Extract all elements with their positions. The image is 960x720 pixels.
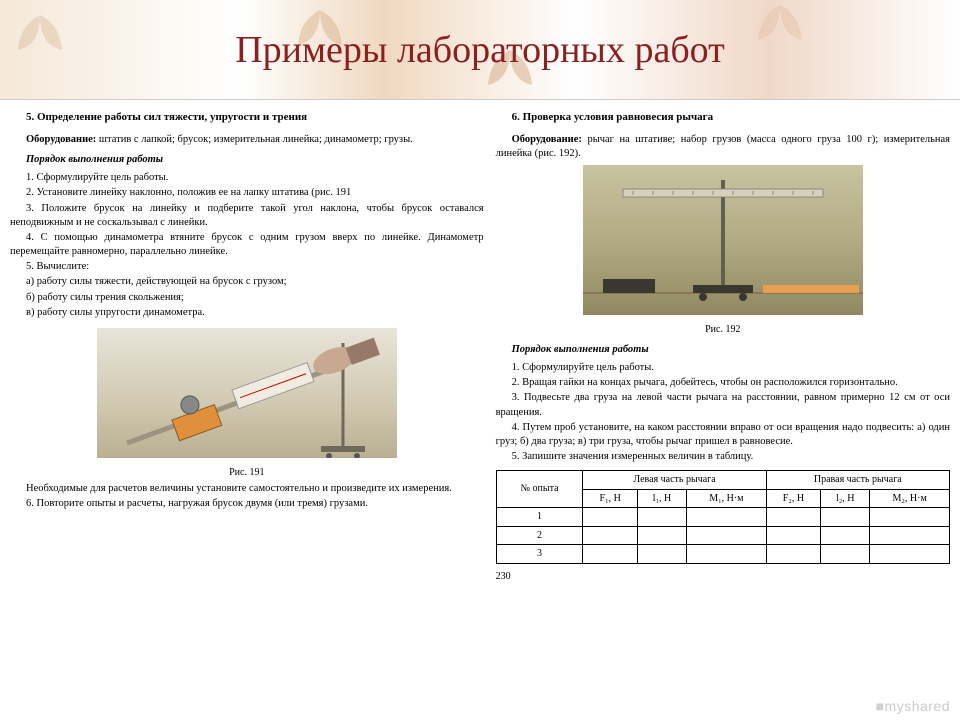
watermark: ■myshared bbox=[876, 698, 950, 714]
step: 2. Вращая гайки на концах рычага, добейт… bbox=[496, 376, 950, 390]
lab6-equipment: Оборудование: рычаг на штативе; набор гр… bbox=[496, 133, 950, 161]
procedure-heading: Порядок выполнения работы bbox=[496, 343, 950, 357]
step: 6. Повторите опыты и расчеты, нагружая б… bbox=[10, 497, 484, 511]
left-column: 5. Определение работы сил тяжести, упруг… bbox=[0, 100, 490, 700]
th-left-part: Левая часть рычага bbox=[583, 471, 766, 490]
th-right-part: Правая часть рычага bbox=[766, 471, 949, 490]
step: 1. Сформулируйте цель работы. bbox=[10, 171, 484, 185]
lab5-equipment: Оборудование: штатив с лапкой; брусок; и… bbox=[10, 133, 484, 147]
fig192-caption: Рис. 192 bbox=[496, 323, 950, 337]
table-row: 3 bbox=[496, 545, 949, 564]
figure-192: Рис. 192 bbox=[496, 165, 950, 337]
lab6-title: 6. Проверка условия равновесия рычага bbox=[496, 110, 950, 125]
lab5-title: 5. Определение работы сил тяжести, упруг… bbox=[10, 110, 484, 125]
th-sub: l₂, Н bbox=[821, 489, 870, 508]
step: 2. Установите линейку наклонно, положив … bbox=[10, 186, 484, 200]
figure-191: Рис. 191 bbox=[10, 328, 484, 480]
procedure-heading: Порядок выполнения работы bbox=[10, 153, 484, 167]
step: 4. С помощью динамометра втяните брусок … bbox=[10, 231, 484, 259]
slide-title: Примеры лабораторных работ bbox=[235, 28, 725, 72]
equipment-label: Оборудование: bbox=[512, 134, 582, 145]
slide-header: Примеры лабораторных работ bbox=[0, 0, 960, 100]
slide-content: 5. Определение работы сил тяжести, упруг… bbox=[0, 100, 960, 700]
step: 4. Путем проб установите, на каком расст… bbox=[496, 421, 950, 449]
fig191-caption: Рис. 191 bbox=[10, 466, 484, 480]
table-row: 1 bbox=[496, 508, 949, 527]
th-sub: l₁, Н bbox=[637, 489, 686, 508]
th-sub: M₂, Н·м bbox=[870, 489, 950, 508]
bg-leaf-icon bbox=[750, 0, 810, 50]
table-row: 2 bbox=[496, 526, 949, 545]
step: 5. Запишите значения измеренных величин … bbox=[496, 450, 950, 464]
equipment-label: Оборудование: bbox=[26, 134, 96, 145]
subitem: а) работу силы тяжести, действующей на б… bbox=[10, 275, 484, 289]
step: 1. Сформулируйте цель работы. bbox=[496, 361, 950, 375]
equipment-text: штатив с лапкой; брусок; измерительная л… bbox=[99, 134, 413, 145]
bg-leaf-icon bbox=[10, 10, 70, 60]
right-column: 6. Проверка условия равновесия рычага Об… bbox=[490, 100, 960, 700]
subitem: б) работу силы трения скольжения; bbox=[10, 291, 484, 305]
th-sub: F₁, Н bbox=[583, 489, 638, 508]
post-figure-text: Необходимые для расчетов величины устано… bbox=[10, 482, 484, 496]
step: 3. Положите брусок на линейку и подберит… bbox=[10, 202, 484, 230]
page-number: 230 bbox=[496, 570, 950, 584]
th-sub: M₁, Н·м bbox=[687, 489, 767, 508]
step: 5. Вычислите: bbox=[10, 260, 484, 274]
results-table: № опыта Левая часть рычага Правая часть … bbox=[496, 470, 950, 564]
th-sub: F₂, Н bbox=[766, 489, 821, 508]
subitem: в) работу силы упругости динамометра. bbox=[10, 306, 484, 320]
th-exp-no: № опыта bbox=[496, 471, 583, 508]
step: 3. Подвесьте два груза на левой части ры… bbox=[496, 391, 950, 419]
